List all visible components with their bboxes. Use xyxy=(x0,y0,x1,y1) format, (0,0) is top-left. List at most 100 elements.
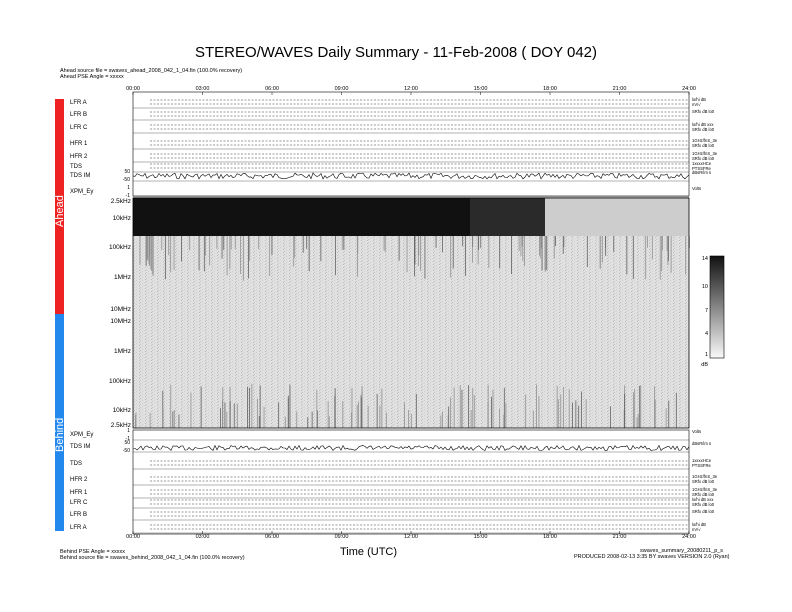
spectrogram-streak xyxy=(654,386,655,428)
spectrogram-streak xyxy=(172,411,174,428)
x-tick-label: 18:00 xyxy=(543,534,557,540)
x-tick-label: 03:00 xyxy=(196,534,210,540)
ahead-panel-label: TDS xyxy=(70,164,82,170)
spectrogram-streak xyxy=(147,236,149,261)
spectrogram-streak xyxy=(668,400,670,428)
spectrogram-streak xyxy=(150,236,152,270)
spectrogram-streak xyxy=(418,236,420,256)
spectrogram-streak xyxy=(442,236,443,253)
spectrogram-streak xyxy=(488,236,490,268)
spectrogram-streak xyxy=(200,386,202,428)
spectrogram-streak xyxy=(229,236,231,269)
ahead-source-file: Ahead source file = swaves_ahead_2008_04… xyxy=(60,68,243,74)
spectrogram-streak xyxy=(149,412,151,428)
spectrogram-streak xyxy=(442,411,443,428)
ahead-panel-right-label: SRfx dB lo0 xyxy=(692,109,715,114)
spectrogram-streak xyxy=(585,399,587,428)
spectrogram-streak xyxy=(539,236,540,256)
spectrogram-streak xyxy=(379,405,381,428)
x-tick-label: 24:00 xyxy=(682,534,696,540)
spectrogram-streak xyxy=(306,236,308,249)
behind-panel-right-label: dBsR/im s xyxy=(692,441,711,446)
spectrogram-streak xyxy=(367,406,369,428)
ahead-panel-right-label: 1GHz/fnS_3e xyxy=(692,151,718,156)
spectrogram-streak xyxy=(521,236,523,247)
behind-freq-tick: 10kHz xyxy=(113,407,131,414)
spectrogram-streak xyxy=(209,236,211,266)
spectrogram-streak xyxy=(334,388,336,428)
spectrogram-streak xyxy=(553,236,555,259)
ahead-panel-tick: 50 xyxy=(124,169,130,175)
spectrogram-streak xyxy=(189,236,191,251)
behind-panel-right-label: 1GHz/fnS_3e xyxy=(692,474,718,479)
spectrogram-streak xyxy=(381,388,383,428)
spectrogram-streak xyxy=(240,236,241,274)
spectrogram-streak xyxy=(343,236,345,250)
spectrogram-streak xyxy=(226,236,228,276)
spectrogram-streak xyxy=(139,236,141,265)
spectrogram-streak xyxy=(472,387,474,428)
spectrogram-streak xyxy=(605,236,607,256)
spectrogram-streak xyxy=(477,236,479,265)
behind-panel-right-label: SRfx dB lo0 xyxy=(692,479,715,484)
spectrogram-streak xyxy=(342,401,344,428)
spectrogram-streak xyxy=(479,236,481,248)
spectrogram-streak xyxy=(578,405,580,428)
spectrogram-streak xyxy=(230,236,232,250)
behind-panel-right-label: 1GHz/fnS_3e xyxy=(692,487,718,492)
ahead-panel-right-label: lo/hi dB xyxy=(692,97,706,102)
spectrogram-streak xyxy=(360,395,362,428)
spectrogram-streak xyxy=(152,236,154,275)
spectrogram-streak xyxy=(447,415,449,428)
x-tick-label: 12:00 xyxy=(404,86,418,92)
spectrogram-streak xyxy=(555,236,556,247)
colorbar-tick: 1 xyxy=(705,352,708,358)
behind-panel-right-label: Volts xyxy=(692,429,701,434)
spectrogram-streak xyxy=(492,389,494,428)
spectrogram-streak xyxy=(410,413,412,428)
spectrogram-streak xyxy=(269,236,271,276)
spectrogram-streak xyxy=(440,415,442,428)
x-tick-label: 03:00 xyxy=(196,86,210,92)
spectrogram-streak xyxy=(414,236,416,265)
spectrogram-streak xyxy=(632,236,634,279)
ahead-freq-tick: 100kHz xyxy=(109,244,131,251)
behind-panel-right-label: SRfx dB lo0 xyxy=(692,492,715,497)
spectrogram-streak xyxy=(384,236,386,252)
spectrogram-streak xyxy=(538,396,540,428)
summary-file-name: swaves_summary_20080211_p_s xyxy=(640,548,724,554)
spectrogram-streak xyxy=(335,236,336,276)
spectrogram-streak xyxy=(685,236,687,275)
spectrogram-streak xyxy=(302,236,304,253)
spectrogram-streak xyxy=(358,401,359,428)
spectrogram-streak xyxy=(135,412,137,428)
spectrogram-streak xyxy=(640,385,642,428)
spectrogram-streak xyxy=(468,385,469,428)
spectrogram-streak xyxy=(383,236,385,251)
spectrogram-streak xyxy=(148,236,150,265)
ahead-panel-tick: 1 xyxy=(127,185,130,191)
ahead-panel-tick: -1 xyxy=(126,193,131,199)
spectrogram-streak xyxy=(487,401,489,428)
spectrogram-streak xyxy=(613,236,615,252)
behind-freq-tick: 10MHz xyxy=(110,318,131,325)
spectrogram-streak xyxy=(328,416,330,428)
ahead-panel-right-label: dBsR/im s xyxy=(692,170,711,175)
spectrogram-streak xyxy=(647,236,648,248)
spectrogram-streak xyxy=(316,389,318,428)
ahead-freq-tick: 10MHz xyxy=(110,306,131,313)
spectrogram-streak xyxy=(198,236,200,271)
spectrogram-streak xyxy=(472,236,473,263)
ahead-panel-right-label: Volts xyxy=(692,186,701,191)
ahead-panel-right-label: SRfx dB lo0 xyxy=(692,127,715,132)
spectrogram-streak xyxy=(520,236,522,256)
behind-pse-angle: Behind PSE Angle = xxxxx xyxy=(60,549,125,555)
spectrogram-streak xyxy=(320,236,322,262)
spectrogram-streak xyxy=(161,236,163,250)
x-tick-label: 09:00 xyxy=(335,534,349,540)
spectrogram-streak xyxy=(586,236,588,267)
spectrogram-streak xyxy=(170,384,172,428)
x-tick-label: 18:00 xyxy=(543,86,557,92)
spectrogram-streak xyxy=(465,236,466,276)
spectrogram-streak xyxy=(626,236,628,275)
